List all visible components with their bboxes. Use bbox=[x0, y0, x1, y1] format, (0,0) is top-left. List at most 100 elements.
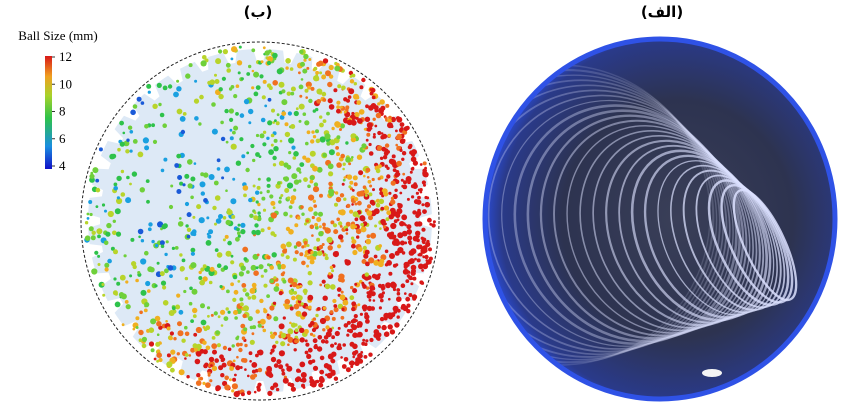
ball bbox=[281, 111, 286, 116]
ball bbox=[240, 113, 245, 118]
ball bbox=[248, 198, 252, 202]
ball bbox=[421, 228, 425, 232]
ball bbox=[236, 343, 240, 347]
ball bbox=[263, 329, 267, 333]
ball bbox=[215, 79, 220, 84]
ball bbox=[407, 271, 410, 274]
ball bbox=[399, 192, 402, 195]
ball bbox=[248, 296, 252, 300]
ball bbox=[333, 229, 338, 234]
ball bbox=[414, 199, 419, 204]
ball bbox=[229, 108, 234, 113]
ball bbox=[158, 358, 162, 362]
ball bbox=[121, 170, 124, 173]
ball bbox=[104, 241, 109, 246]
ball bbox=[202, 341, 206, 345]
ball bbox=[385, 143, 389, 147]
ball bbox=[140, 258, 146, 264]
ball bbox=[352, 250, 357, 255]
ball bbox=[236, 356, 239, 359]
ball bbox=[331, 335, 335, 339]
ball bbox=[97, 255, 100, 258]
ball bbox=[254, 92, 259, 97]
ball bbox=[291, 146, 295, 150]
ball bbox=[226, 141, 229, 144]
ball bbox=[102, 294, 105, 297]
ball bbox=[295, 328, 299, 332]
ball bbox=[313, 109, 316, 112]
ball bbox=[224, 316, 229, 321]
ball bbox=[231, 255, 234, 258]
ball bbox=[422, 180, 426, 184]
ball bbox=[314, 344, 317, 347]
ball bbox=[294, 111, 299, 116]
ball bbox=[336, 105, 340, 109]
ball bbox=[237, 280, 240, 283]
ball bbox=[271, 357, 276, 362]
ball bbox=[101, 283, 104, 286]
ball bbox=[157, 349, 160, 352]
ball bbox=[178, 221, 184, 227]
ball bbox=[275, 341, 278, 344]
ball bbox=[252, 70, 255, 73]
ball bbox=[185, 73, 190, 78]
ball bbox=[267, 263, 270, 266]
ball bbox=[325, 374, 328, 377]
ball bbox=[331, 352, 336, 357]
ball bbox=[154, 358, 157, 361]
ball bbox=[157, 333, 160, 336]
ball bbox=[363, 254, 368, 259]
ball bbox=[313, 338, 318, 343]
ball bbox=[344, 176, 347, 179]
ball bbox=[283, 316, 286, 319]
ball bbox=[256, 134, 259, 137]
ball bbox=[249, 214, 253, 218]
ball bbox=[234, 316, 238, 320]
ball bbox=[380, 157, 383, 160]
ball bbox=[276, 121, 280, 125]
ball bbox=[322, 243, 325, 246]
ball bbox=[199, 95, 204, 100]
ball bbox=[246, 152, 249, 155]
ball bbox=[326, 142, 330, 146]
ball bbox=[125, 149, 129, 153]
ball bbox=[305, 343, 309, 347]
ball bbox=[181, 130, 185, 134]
ball bbox=[307, 185, 311, 189]
ball bbox=[305, 351, 309, 355]
ball bbox=[94, 251, 98, 255]
ball bbox=[311, 234, 314, 237]
ball bbox=[368, 290, 373, 295]
ball bbox=[382, 291, 385, 294]
ball bbox=[313, 204, 317, 208]
ball bbox=[333, 88, 337, 92]
ball bbox=[115, 293, 118, 296]
ball bbox=[366, 168, 371, 173]
ball bbox=[369, 185, 372, 188]
ball bbox=[281, 333, 286, 338]
ball bbox=[281, 369, 285, 373]
ball bbox=[251, 48, 255, 52]
ball bbox=[169, 274, 173, 278]
ball bbox=[351, 301, 356, 306]
ball bbox=[239, 46, 242, 49]
ball bbox=[120, 275, 126, 281]
ball bbox=[322, 98, 326, 102]
ball bbox=[125, 197, 131, 203]
ball bbox=[287, 343, 290, 346]
ball bbox=[410, 282, 413, 285]
ball bbox=[350, 286, 353, 289]
ball bbox=[291, 173, 297, 179]
ball bbox=[336, 346, 341, 351]
ball bbox=[255, 191, 259, 195]
ball bbox=[352, 351, 357, 356]
ball bbox=[328, 98, 333, 103]
ball bbox=[151, 123, 155, 127]
ball bbox=[270, 279, 274, 283]
ball bbox=[281, 89, 285, 93]
ball bbox=[212, 336, 216, 340]
ball bbox=[286, 255, 290, 259]
ball bbox=[305, 96, 308, 99]
ball bbox=[343, 179, 346, 182]
ball bbox=[298, 71, 301, 74]
